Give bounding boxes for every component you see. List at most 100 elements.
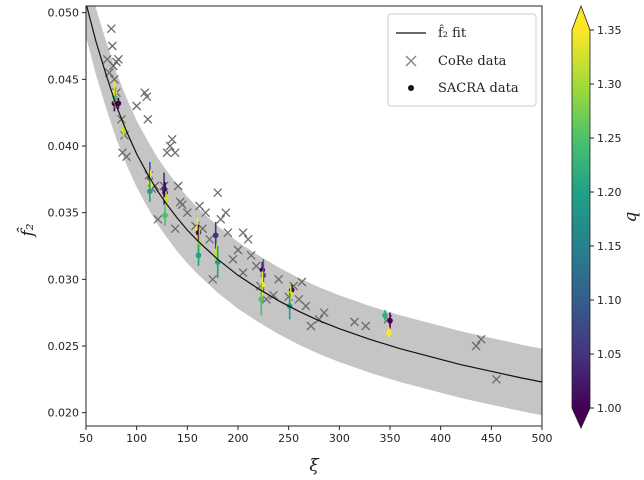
core-point — [170, 224, 180, 234]
plot-area — [85, 5, 543, 427]
legend-core-label: CoRe data — [438, 54, 507, 69]
core-point — [297, 277, 307, 287]
sacra-point — [386, 327, 392, 338]
core-point — [228, 254, 238, 264]
core-point — [153, 214, 163, 224]
x-tick-label: 100 — [126, 432, 147, 445]
colorbar-ticks: 1.00 1.05 1.10 1.15 1.20 1.25 1.30 1.35 — [590, 24, 622, 415]
core-point — [170, 148, 180, 158]
core-point — [350, 317, 359, 327]
core-point — [294, 294, 304, 304]
legend: f̂₂ fit CoRe data SACRA data — [387, 13, 537, 107]
sacra-point — [162, 204, 168, 226]
x-tick-label: 400 — [430, 432, 451, 445]
y-tick-label: 0.045 — [48, 73, 80, 86]
plot-frame — [85, 5, 543, 427]
y-axis-ticks: 0.020 0.025 0.030 0.035 0.040 0.045 0.050 — [48, 7, 86, 420]
core-point — [251, 261, 261, 271]
core-point — [182, 208, 192, 218]
x-tick-label: 50 — [79, 432, 93, 445]
legend-box — [387, 13, 537, 107]
x-axis-ticks: 50 100 150 200 250 300 350 400 450 500 — [79, 426, 553, 445]
legend-core-swatch — [405, 55, 417, 67]
colorbar-tick-label: 1.15 — [597, 240, 622, 253]
x-tick-label: 200 — [228, 432, 249, 445]
core-point — [238, 228, 248, 238]
uncertainty-band — [86, 6, 542, 416]
core-point — [142, 92, 152, 102]
x-tick-label: 150 — [177, 432, 198, 445]
colorbar-extend-top — [572, 6, 590, 30]
core-point — [143, 114, 153, 124]
legend-sacra-label: SACRA data — [438, 81, 519, 96]
x-tick-label: 300 — [329, 432, 350, 445]
core-point — [107, 41, 117, 51]
core-point — [269, 290, 278, 300]
x-tick-label: 350 — [380, 432, 401, 445]
core-point — [246, 250, 256, 260]
colorbar-extend-bottom — [572, 408, 590, 428]
core-point — [238, 268, 248, 278]
core-point — [319, 308, 329, 318]
sacra-point — [258, 283, 265, 316]
sacra-point — [147, 180, 153, 202]
core-point — [361, 321, 371, 331]
core-point — [306, 321, 316, 331]
core-point — [167, 134, 177, 144]
y-tick-label: 0.025 — [48, 340, 80, 353]
y-axis-label: f̂₂ — [17, 223, 38, 238]
colorbar-tick-label: 1.20 — [597, 186, 622, 199]
colorbar-tick-label: 1.30 — [597, 78, 622, 91]
core-point — [132, 101, 142, 111]
x-tick-label: 250 — [278, 432, 299, 445]
y-tick-label: 0.035 — [48, 207, 80, 220]
y-tick-label: 0.050 — [48, 7, 80, 20]
colorbar-tick-label: 1.05 — [597, 348, 622, 361]
sacra-point — [382, 310, 388, 321]
sacra-point — [195, 244, 202, 266]
core-point — [177, 200, 187, 210]
core-point — [201, 208, 211, 218]
colorbar-tick-label: 1.25 — [597, 132, 622, 145]
legend-fit-label: f̂₂ fit — [438, 24, 467, 41]
legend-sacra-swatch — [408, 85, 414, 91]
y-tick-label: 0.040 — [48, 140, 80, 153]
colorbar-label: q — [621, 211, 641, 222]
core-point — [173, 181, 183, 191]
core-point — [274, 274, 283, 284]
core-point — [491, 374, 501, 384]
y-tick-label: 0.020 — [48, 407, 80, 420]
y-tick-label: 0.030 — [48, 273, 80, 286]
core-point — [213, 188, 223, 198]
colorbar-tick-label: 1.00 — [597, 402, 622, 415]
core-point — [113, 54, 123, 64]
core-point — [205, 234, 215, 244]
fit-line — [86, 6, 542, 383]
core-point — [162, 148, 172, 158]
core-point — [106, 24, 116, 34]
colorbar-gradient — [572, 30, 590, 408]
x-axis-label: ξ — [309, 456, 320, 476]
sacra-point — [212, 222, 219, 249]
core-point — [208, 274, 218, 284]
core-point — [108, 61, 118, 71]
core-point — [109, 74, 119, 84]
core-point — [221, 208, 231, 218]
core-point — [122, 152, 131, 162]
x-tick-label: 500 — [532, 432, 553, 445]
colorbar-tick-label: 1.10 — [597, 294, 622, 307]
sacra-point — [387, 312, 393, 329]
core-point — [216, 214, 226, 224]
core-point — [476, 334, 486, 344]
sacra-point — [115, 98, 122, 109]
core-point — [233, 245, 243, 255]
core-point — [261, 294, 271, 304]
colorbar: 1.00 1.05 1.10 1.15 1.20 1.25 1.30 1.35 q — [571, 4, 641, 429]
core-point — [243, 234, 253, 244]
core-point — [223, 228, 233, 238]
core-point — [165, 141, 175, 151]
x-tick-label: 450 — [481, 432, 502, 445]
colorbar-tick-label: 1.35 — [597, 24, 622, 37]
core-point — [301, 301, 311, 311]
